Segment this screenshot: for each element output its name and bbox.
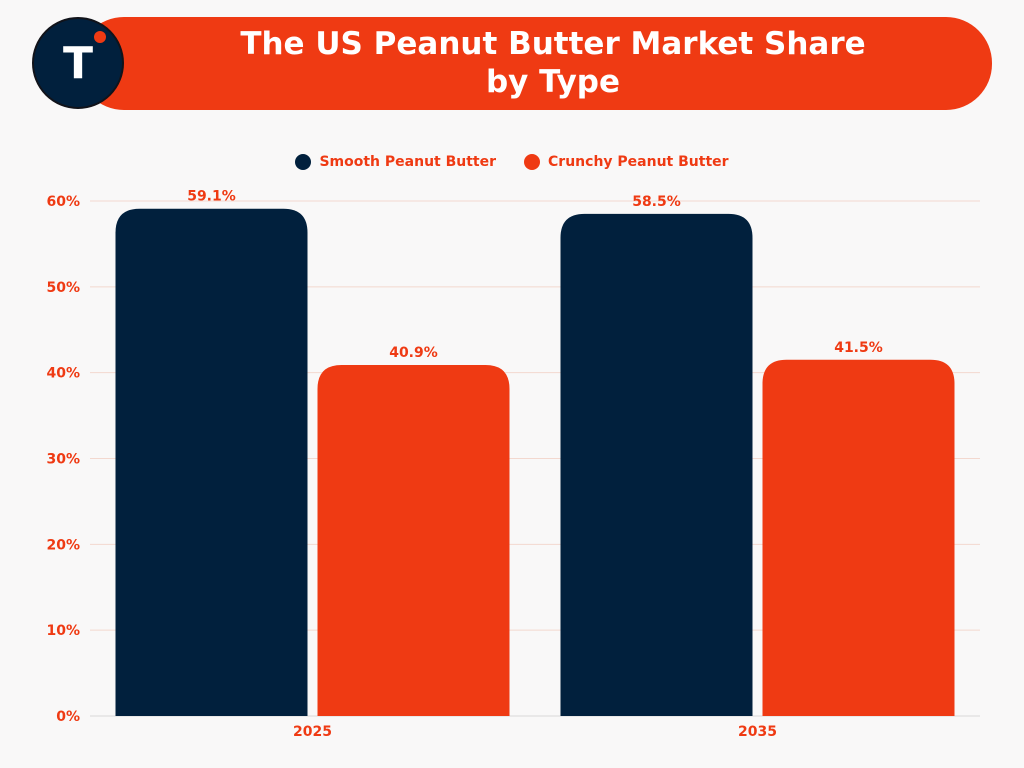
data-label: 59.1% xyxy=(187,189,236,205)
legend-label-smooth: Smooth Peanut Butter xyxy=(319,154,497,170)
data-label: 58.5% xyxy=(632,194,681,210)
x-tick-label: 2025 xyxy=(293,724,332,740)
legend-swatch-smooth xyxy=(295,154,312,170)
legend-label-crunchy: Crunchy Peanut Butter xyxy=(548,154,729,170)
y-tick-label: 0% xyxy=(56,709,80,725)
data-label: 40.9% xyxy=(389,345,438,361)
x-tick-label: 2035 xyxy=(738,724,777,740)
y-tick-label: 40% xyxy=(46,366,80,382)
title-banner xyxy=(78,17,992,110)
title-line-2: by Type xyxy=(485,63,621,100)
y-tick-label: 50% xyxy=(46,280,80,296)
bar-smooth-2035 xyxy=(560,213,753,716)
data-label: 41.5% xyxy=(834,340,883,356)
chart-legend: Smooth Peanut Butter Crunchy Peanut Butt… xyxy=(0,150,1024,174)
page-title: The US Peanut Butter Market Share by Typ… xyxy=(120,17,986,110)
title-line-1: The US Peanut Butter Market Share xyxy=(240,25,866,62)
legend-item-crunchy: Crunchy Peanut Butter xyxy=(524,154,729,170)
y-tick-label: 30% xyxy=(46,452,80,468)
logo-letter: T xyxy=(62,37,93,89)
y-tick-label: 10% xyxy=(46,623,80,639)
y-tick-label: 20% xyxy=(46,537,80,553)
legend-item-smooth: Smooth Peanut Butter xyxy=(295,154,496,170)
bar-crunchy-2025 xyxy=(317,364,510,716)
bar-smooth-2025 xyxy=(115,208,308,716)
legend-swatch-crunchy xyxy=(524,154,541,170)
y-tick-label: 60% xyxy=(46,194,80,210)
bar-crunchy-2035 xyxy=(762,359,955,716)
logo: T xyxy=(32,17,124,109)
logo-dot xyxy=(94,31,106,43)
